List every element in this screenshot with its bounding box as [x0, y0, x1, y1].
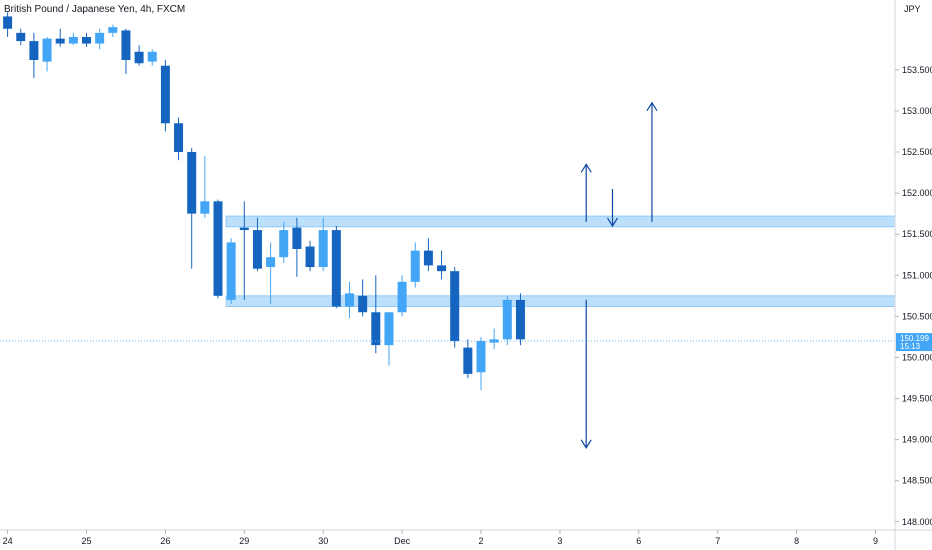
time-tick-label: 6 — [636, 536, 641, 546]
currency-label[interactable]: JPY — [904, 4, 921, 14]
time-tick-label: 8 — [794, 536, 799, 546]
time-tick-label: 24 — [3, 536, 13, 546]
time-tick-label: 7 — [715, 536, 720, 546]
candle-body — [68, 36, 78, 44]
candle-body — [423, 250, 433, 266]
price-tick-label: 148.500 — [902, 476, 932, 486]
down-arrow-short-head — [606, 217, 619, 228]
candle-body — [515, 299, 525, 340]
time-tick-label: 29 — [239, 536, 249, 546]
candle-body — [108, 27, 118, 33]
up-arrow-long-head — [646, 101, 658, 112]
candle-body — [384, 312, 394, 346]
price-axis[interactable]: 148.000 148.500 149.000 149.500 150.000 150.5… — [894, 0, 932, 550]
price-tick-label: 153.500 — [902, 65, 932, 75]
price-tick-label: 150.500 — [902, 311, 932, 321]
candle-body — [489, 339, 499, 343]
time-tick-label: 9 — [873, 536, 878, 546]
candle-body — [252, 230, 262, 269]
candle-body — [437, 265, 447, 272]
candle-body — [121, 30, 131, 60]
candle-body — [226, 242, 236, 300]
candle-body — [29, 41, 39, 60]
price-tick-label: 151.000 — [902, 270, 932, 280]
last-price-tag-bg — [896, 333, 932, 352]
candle-body — [318, 230, 328, 268]
candle-body — [397, 281, 407, 313]
candle-body — [279, 230, 289, 258]
candle-body — [3, 16, 13, 29]
time-tick-label: 30 — [318, 536, 328, 546]
candle-body — [95, 32, 105, 44]
candle-body — [476, 341, 486, 373]
candle-body — [331, 230, 341, 307]
price-tick-label: 148.000 — [902, 517, 932, 527]
time-tick-label: Dec — [394, 536, 411, 546]
candle-body — [463, 347, 473, 374]
candles-layer — [3, 12, 525, 391]
up-arrow-short-head — [580, 163, 592, 173]
candle-body — [16, 32, 26, 42]
candle-body — [358, 295, 368, 313]
candle-body — [266, 257, 276, 268]
price-tick-label: 151.500 — [902, 229, 932, 239]
candle-body — [292, 227, 302, 249]
candle-body — [450, 271, 460, 342]
chart-title: British Pound / Japanese Yen, 4h, FXCM — [4, 4, 186, 15]
time-tick-label: 26 — [160, 536, 170, 546]
time-axis[interactable]: 24 25 26 29 30 Dec 2 3 6 7 8 9 — [0, 529, 932, 546]
price-tick-label: 153.000 — [902, 106, 932, 116]
candle-body — [345, 293, 354, 307]
price-tick-label: 152.500 — [902, 147, 932, 157]
time-tick-label: 3 — [557, 536, 562, 546]
resistance-zone — [225, 215, 896, 228]
candle-body — [305, 246, 315, 268]
candle-body — [187, 152, 197, 214]
time-tick-label: 2 — [478, 536, 483, 546]
time-tick-label: 25 — [81, 536, 91, 546]
down-arrow-long-head — [580, 439, 592, 449]
last-price-tag: 150.199 15:13 — [896, 333, 932, 352]
price-tick-label: 149.000 — [902, 435, 932, 445]
candle-body — [200, 201, 210, 214]
support-zone — [225, 295, 896, 307]
bar-countdown: 15:13 — [900, 342, 921, 351]
candle-body — [239, 227, 249, 231]
candle-body — [55, 38, 65, 44]
candle-body — [42, 38, 52, 62]
price-tick-label: 149.500 — [902, 394, 932, 404]
price-tick-label: 150.000 — [902, 352, 932, 362]
candle-body — [213, 201, 223, 296]
candle-body — [160, 65, 170, 124]
candle-body — [502, 299, 512, 340]
candle-body — [410, 250, 420, 282]
price-tick-label: 152.000 — [902, 188, 932, 198]
candle-body — [134, 51, 144, 64]
candle-body — [147, 51, 157, 62]
candle-body — [371, 312, 381, 346]
arrows-layer — [580, 101, 658, 449]
candle-body — [82, 36, 91, 44]
candle-body — [174, 123, 184, 153]
last-price-value: 150.199 — [900, 334, 929, 343]
